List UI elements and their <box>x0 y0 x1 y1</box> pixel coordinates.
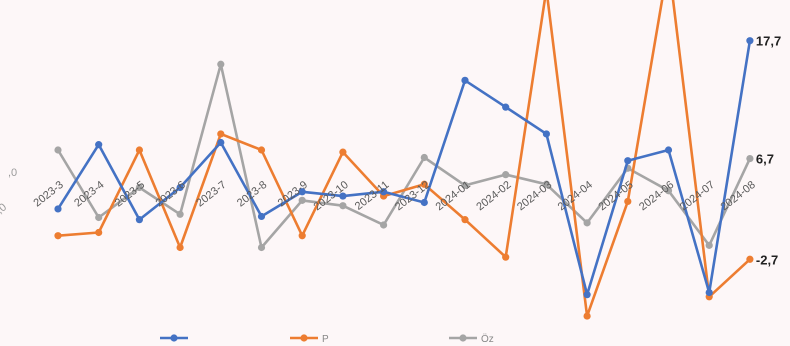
data-point <box>624 197 632 206</box>
y-axis-tick-labels: ,0 ,0 <box>0 167 17 216</box>
end-value-label: 17,7 <box>756 34 781 49</box>
data-point <box>380 221 388 229</box>
data-point <box>746 255 754 263</box>
data-point <box>664 146 673 154</box>
data-point <box>176 183 184 192</box>
data-point <box>54 146 62 154</box>
data-point <box>420 198 428 207</box>
data-point <box>461 216 469 224</box>
data-point <box>380 188 388 196</box>
data-point <box>257 243 266 252</box>
data-point <box>176 243 184 252</box>
legend-marker <box>300 334 308 342</box>
data-point <box>339 192 347 200</box>
data-point <box>298 188 306 196</box>
series-layer <box>54 0 754 320</box>
data-point <box>583 219 591 227</box>
data-point <box>461 181 469 189</box>
legend-marker <box>170 334 178 342</box>
end-value-labels: 17,7 6,7 -2,7 <box>756 34 781 268</box>
data-point <box>95 213 103 222</box>
legend-label: Öz <box>481 333 494 345</box>
legend-label: P <box>322 334 329 345</box>
data-point <box>176 210 184 218</box>
data-point <box>54 205 62 213</box>
data-point <box>135 146 143 154</box>
data-point <box>298 232 306 240</box>
data-point <box>624 157 632 165</box>
legend-marker <box>459 334 467 342</box>
data-point <box>461 76 469 84</box>
y-tick-label: ,0 <box>8 167 17 179</box>
data-point <box>746 154 754 163</box>
x-tick-label: 2023-9 <box>276 179 310 210</box>
data-point <box>542 180 551 188</box>
data-point <box>502 171 510 179</box>
data-point <box>542 130 551 138</box>
series-line-1 <box>56 40 752 296</box>
data-point <box>746 37 754 45</box>
y-tick-label: ,0 <box>0 201 9 216</box>
end-value-label: -2,7 <box>756 252 778 267</box>
data-point <box>339 148 347 156</box>
data-point <box>257 146 266 154</box>
data-point <box>217 130 225 138</box>
data-point <box>217 60 225 68</box>
data-point <box>95 228 103 237</box>
data-point <box>583 291 591 299</box>
end-value-label: 6,7 <box>756 152 774 167</box>
data-point <box>583 312 591 320</box>
x-tick-label: 2024-02 <box>474 179 513 213</box>
data-point <box>502 103 510 111</box>
data-point <box>705 288 713 297</box>
data-point <box>339 202 347 210</box>
series-line-2 <box>57 0 751 318</box>
data-point <box>502 253 510 261</box>
data-point <box>217 138 225 147</box>
data-point <box>420 180 428 188</box>
legend: P Öz <box>160 333 494 345</box>
data-point <box>54 232 62 240</box>
data-point <box>257 212 266 221</box>
data-point <box>135 216 143 224</box>
data-point <box>705 241 713 249</box>
data-point <box>135 183 143 192</box>
x-tick-label: 2024-03 <box>515 179 554 213</box>
data-point <box>420 153 428 162</box>
data-point <box>298 196 306 204</box>
data-point <box>664 187 673 195</box>
data-point <box>95 141 103 149</box>
